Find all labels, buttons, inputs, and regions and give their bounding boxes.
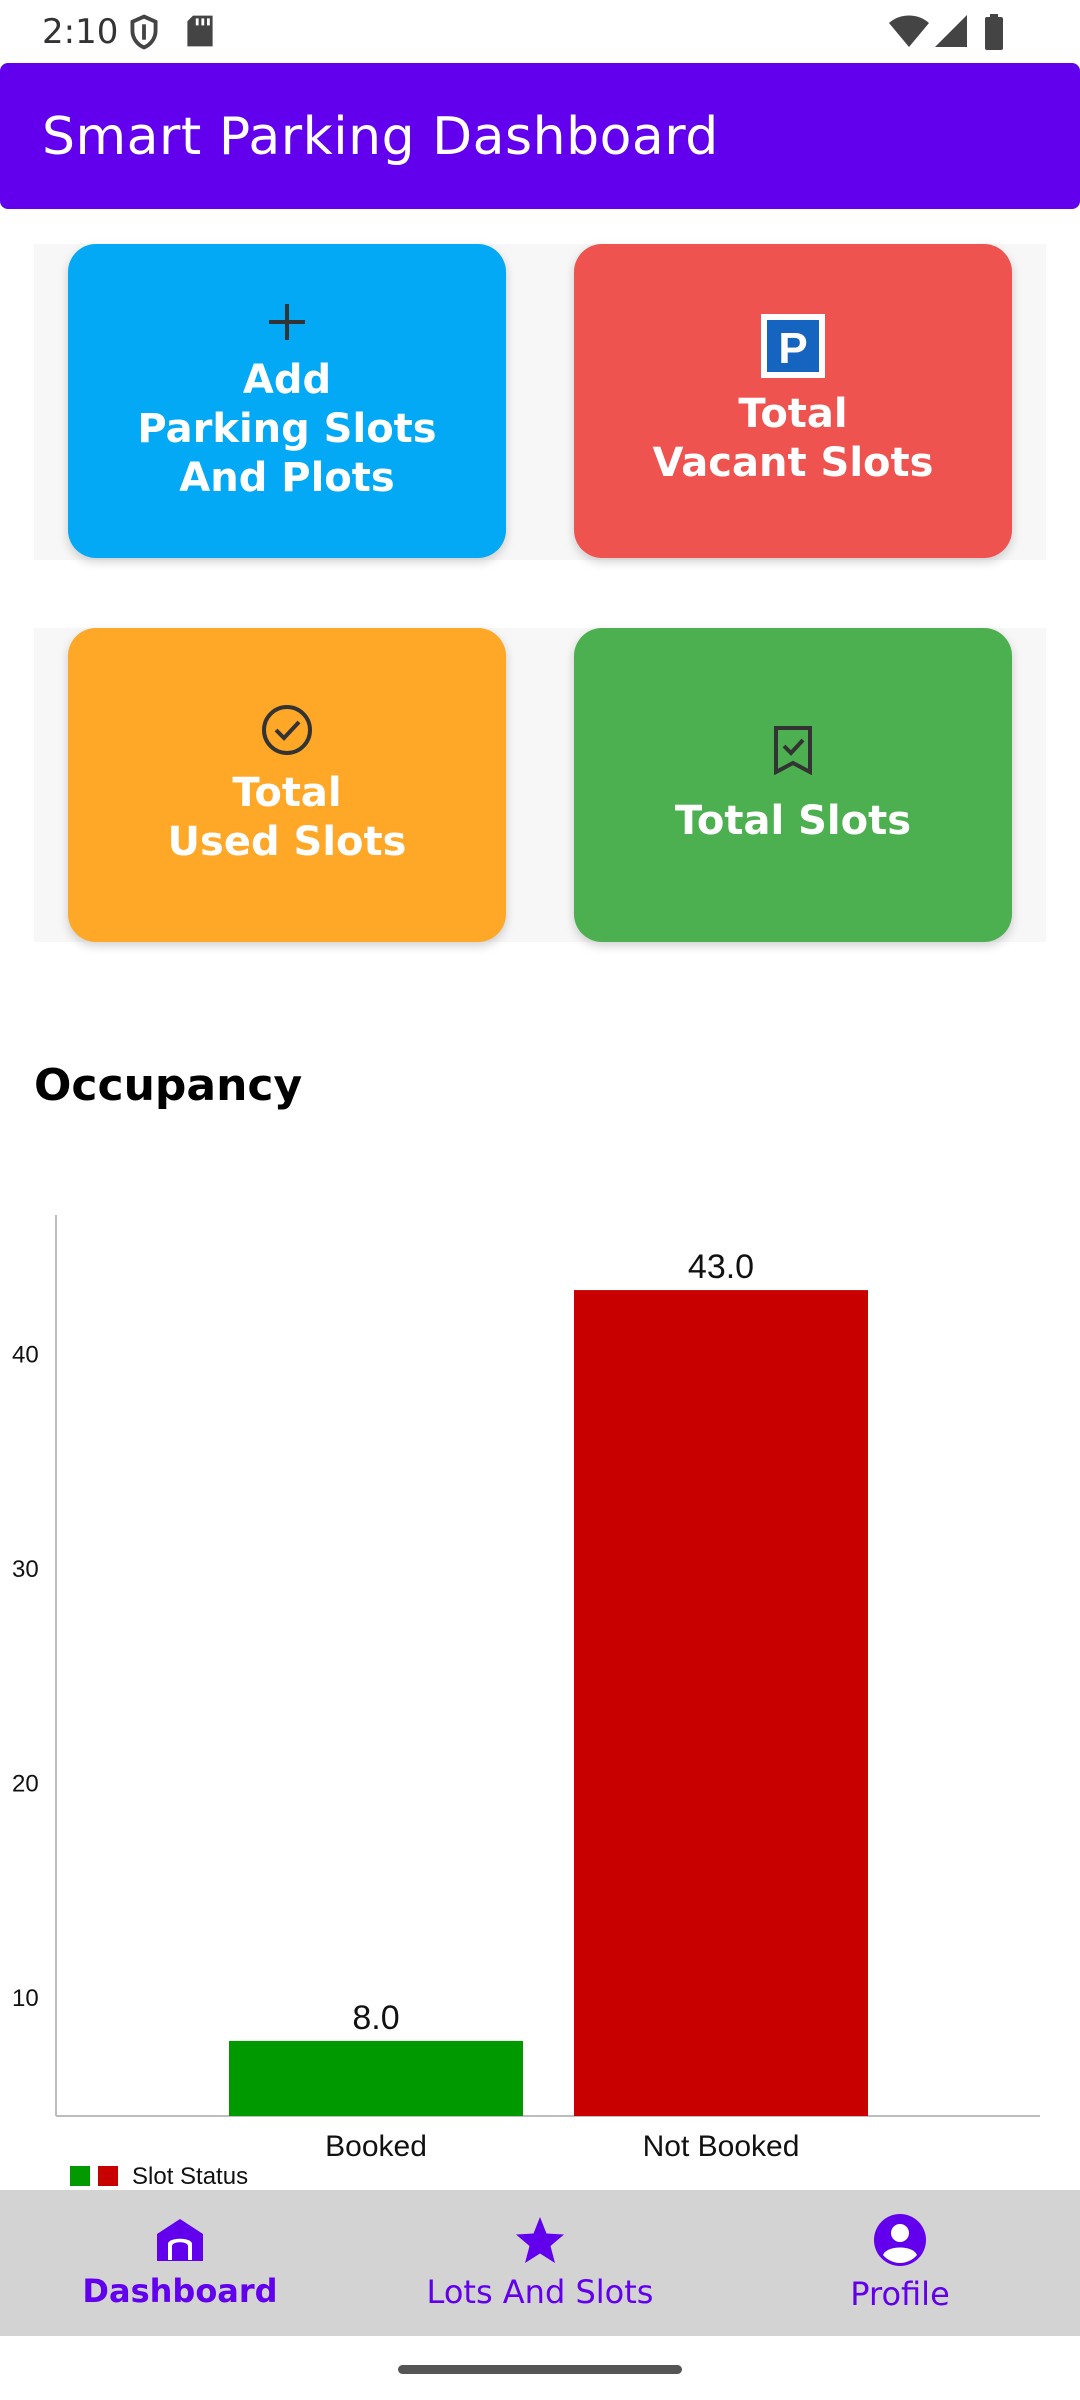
home-icon	[157, 2219, 203, 2261]
x-tick-label: Booked	[325, 2130, 427, 2163]
star-icon	[516, 2217, 564, 2263]
used-slots-card[interactable]: Total Used Slots	[68, 628, 506, 942]
total-slots-label: Total Slots	[674, 797, 912, 844]
vacant-slots-card[interactable]: P Total Vacant Slots	[574, 244, 1012, 558]
y-tick-label: 40	[12, 1341, 39, 1368]
app-title: Smart Parking Dashboard	[42, 107, 719, 167]
status-bar: 2:10	[0, 0, 1080, 62]
y-tick-label: 20	[12, 1770, 39, 1797]
total-slots-card[interactable]: Total Slots	[574, 628, 1012, 942]
app-bar: Smart Parking Dashboard	[0, 63, 1080, 209]
account-circle-icon	[874, 2214, 926, 2266]
svg-text:P: P	[778, 324, 807, 373]
add-parking-label: Add Parking Slots And Plots	[137, 356, 437, 501]
nav-dashboard[interactable]: Dashboard	[0, 2190, 360, 2336]
bar-value-label: 8.0	[352, 1999, 399, 2037]
sd-card-icon	[187, 15, 213, 47]
bar-value-label: 43.0	[688, 1248, 754, 1286]
legend-label: Slot Status	[132, 2163, 248, 2190]
bookmark-check-icon	[774, 725, 812, 775]
used-slots-label: Total Used Slots	[167, 770, 407, 865]
plus-icon	[269, 303, 305, 340]
nav-profile[interactable]: Profile	[720, 2190, 1080, 2336]
status-time: 2:10	[42, 12, 119, 52]
nav-profile-label: Profile	[850, 2275, 950, 2313]
x-tick-label: Not Booked	[643, 2130, 800, 2163]
add-parking-card[interactable]: Add Parking Slots And Plots	[68, 244, 506, 558]
nav-dashboard-label: Dashboard	[82, 2272, 278, 2310]
bar-booked	[229, 2040, 523, 2116]
y-tick-label: 10	[12, 1985, 39, 2012]
signal-icon	[935, 15, 967, 47]
check-circle-icon	[262, 705, 312, 755]
battery-icon	[985, 14, 1003, 50]
parking-sign-icon: P	[761, 314, 825, 378]
home-indicator[interactable]	[398, 2365, 682, 2374]
bar-not-booked	[574, 1290, 868, 2116]
legend-swatch-not-booked	[98, 2166, 118, 2186]
vacant-slots-label: Total Vacant Slots	[652, 391, 934, 486]
bottom-nav: Dashboard Lots And Slots Profile	[0, 2190, 1080, 2336]
legend-swatch-booked	[70, 2166, 90, 2186]
nav-lots-and-slots-label: Lots And Slots	[426, 2273, 654, 2311]
occupancy-title: Occupancy	[34, 1060, 303, 1111]
shield-icon	[130, 14, 158, 50]
y-tick-label: 30	[12, 1556, 39, 1583]
wifi-icon	[889, 15, 929, 47]
nav-lots-and-slots[interactable]: Lots And Slots	[360, 2190, 720, 2336]
occupancy-chart: 10 20 30 40 8.0 Booked 43.0 Not Booked Slot Stat…	[12, 1215, 1040, 2190]
